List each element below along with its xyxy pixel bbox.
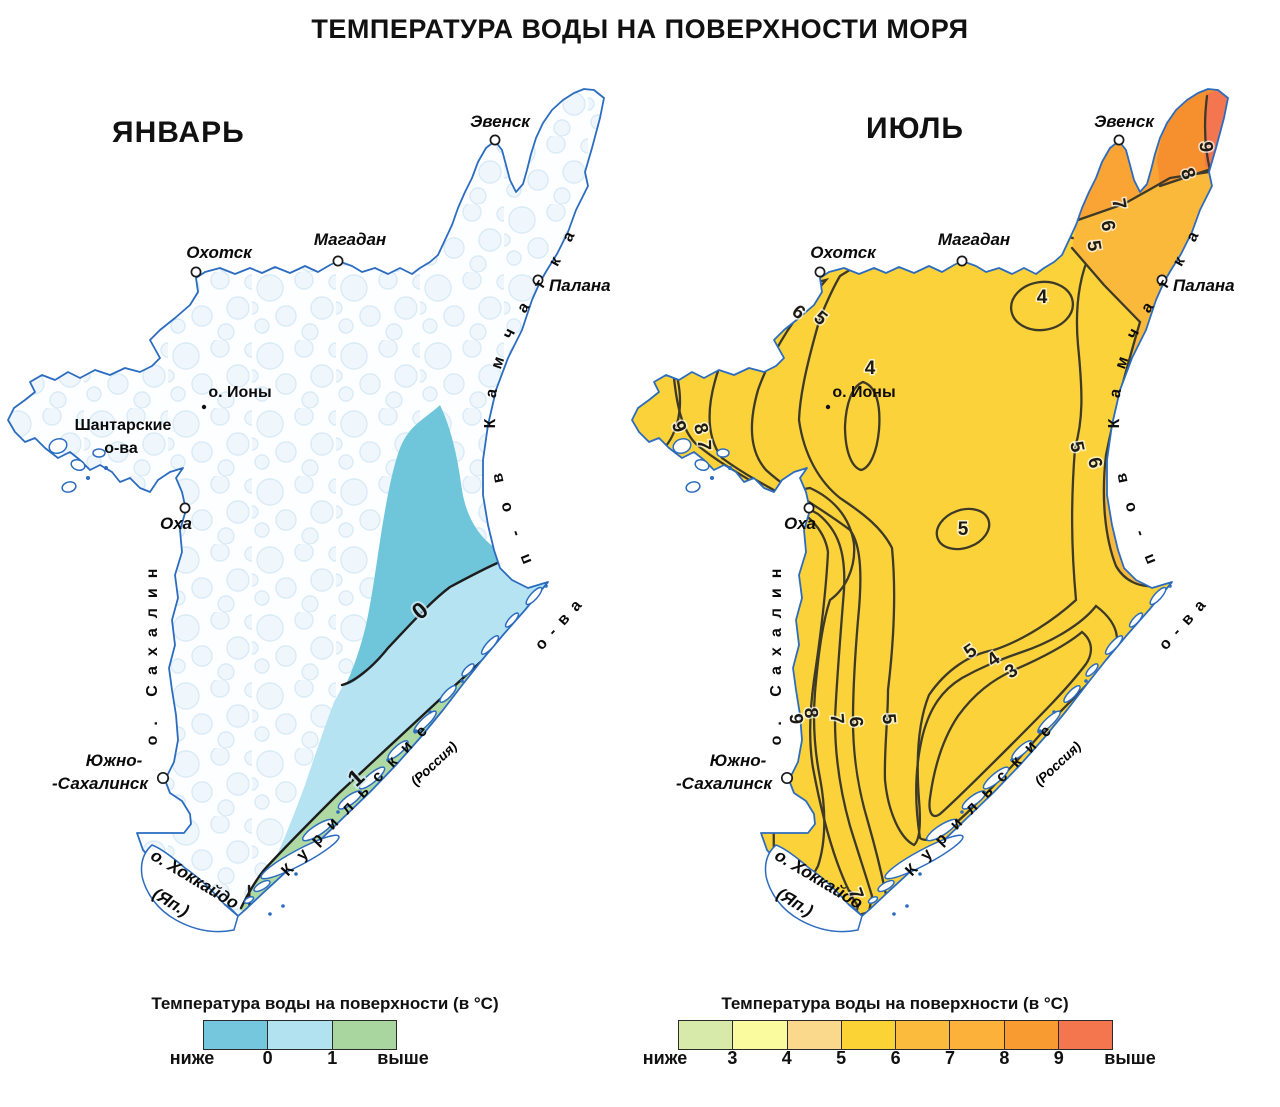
legend-july-bar bbox=[678, 1020, 1113, 1050]
legend-cell bbox=[204, 1021, 269, 1049]
legend-tick: 8 bbox=[999, 1048, 1010, 1068]
contour-label: 5 bbox=[878, 713, 900, 726]
legend-cell bbox=[841, 1021, 896, 1049]
legend-tick: ниже bbox=[169, 1048, 215, 1068]
isotherm-0 bbox=[340, 547, 534, 687]
legend-tick: 9 bbox=[1053, 1048, 1064, 1068]
contour-label: 7 bbox=[693, 439, 714, 450]
zone-jul-above-9-arm bbox=[1204, 90, 1228, 170]
legend-tick: 1 bbox=[327, 1048, 338, 1068]
zone-jul-6-7-west bbox=[632, 278, 888, 916]
isotherm-jul-9-arm bbox=[1203, 94, 1212, 172]
zone-jul-7-8-west bbox=[632, 333, 874, 916]
legend-july: Температура воды на поверхности (в °С) н… bbox=[640, 994, 1156, 1084]
legend-july-title: Температура воды на поверхности (в °С) bbox=[721, 994, 1069, 1013]
legend-cell bbox=[1058, 1021, 1112, 1049]
geo-label-shantar-line1: Шантарские bbox=[75, 417, 172, 434]
zone-jul-cool-pocket-4-iony bbox=[843, 380, 881, 472]
zone-jul-warm-pocket-5 bbox=[935, 507, 991, 551]
map-july: 9 8 7 6 5 9 8 7 6 5 5 6 4 4 5 9 8 7 6 5 bbox=[631, 88, 1236, 933]
zone-jan-below-0 bbox=[346, 405, 522, 685]
contour-label: 8 bbox=[800, 707, 822, 719]
geo-label-shantar-line2: о-ва bbox=[104, 440, 138, 457]
legend-tick: выше bbox=[1104, 1048, 1156, 1068]
legend-tick: 5 bbox=[836, 1048, 847, 1068]
contour-label: 5 bbox=[958, 519, 969, 540]
legend-january-title: Температура воды на поверхности (в °С) bbox=[151, 994, 499, 1013]
legend-tick: 7 bbox=[944, 1048, 956, 1068]
contour-label: 6 bbox=[1083, 456, 1106, 471]
legend-tick: выше bbox=[377, 1048, 429, 1068]
month-label-july: ИЮЛЬ bbox=[866, 112, 964, 145]
legend-tick: 0 bbox=[262, 1048, 273, 1068]
legend-january: Температура воды на поверхности (в °С) н… bbox=[110, 994, 540, 1084]
legend-tick: 6 bbox=[890, 1048, 901, 1068]
legend-tick: 4 bbox=[781, 1048, 792, 1068]
isotherm-jul-6-arm bbox=[1070, 246, 1142, 324]
contour-label: 4 bbox=[865, 358, 876, 379]
legend-cell bbox=[896, 1021, 951, 1049]
legend-january-bar bbox=[203, 1020, 397, 1050]
legend-cell bbox=[1004, 1021, 1059, 1049]
zone-jul-4-5 bbox=[797, 231, 1096, 847]
contour-label: 4 bbox=[1037, 287, 1048, 308]
legend-tick: 3 bbox=[727, 1048, 738, 1068]
zone-jul-above-9-sakhalin bbox=[770, 486, 856, 890]
legend-cell bbox=[679, 1021, 734, 1049]
page-title: ТЕМПЕРАТУРА ВОДЫ НА ПОВЕРХНОСТИ МОРЯ bbox=[311, 14, 969, 44]
legend-cell bbox=[733, 1021, 788, 1049]
zone-jul-8-9-west bbox=[632, 342, 860, 916]
contour-label: 6 bbox=[845, 716, 867, 728]
legend-tick: ниже bbox=[642, 1048, 688, 1068]
contour-label: 7 bbox=[826, 713, 848, 725]
contour-label: 7 bbox=[1107, 197, 1130, 211]
zone-jul-below-3 bbox=[928, 630, 1093, 818]
contour-label: 9 bbox=[1195, 141, 1217, 153]
legend-cell bbox=[787, 1021, 842, 1049]
contour-label: 9 bbox=[785, 713, 807, 725]
legend-cell bbox=[950, 1021, 1005, 1049]
map-january: Шантарские о-ва 0 1 bbox=[7, 88, 612, 933]
legend-cell bbox=[268, 1021, 333, 1049]
month-label-january: ЯНВАРЬ bbox=[112, 116, 245, 149]
isotherm-jul-8-arm bbox=[1158, 166, 1216, 188]
legend-cell bbox=[332, 1021, 396, 1049]
zone-jul-cool-pocket-4-magadan bbox=[1009, 280, 1075, 332]
